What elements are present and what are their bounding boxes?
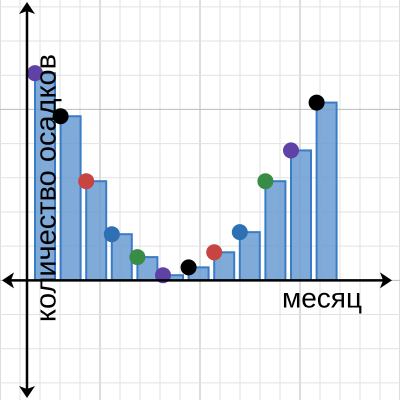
data-point bbox=[206, 244, 223, 261]
arrow bbox=[380, 272, 392, 289]
arrow bbox=[19, 386, 35, 398]
bar bbox=[290, 149, 312, 282]
x-axis-label: месяц bbox=[282, 282, 362, 313]
arrow bbox=[2, 272, 14, 289]
data-point bbox=[27, 65, 43, 82]
y-axis-label: количество осадков bbox=[31, 54, 63, 322]
data-point bbox=[308, 94, 325, 111]
data-point bbox=[257, 173, 274, 190]
data-point bbox=[129, 249, 146, 266]
arrow bbox=[19, 2, 35, 14]
data-point bbox=[283, 142, 299, 159]
data-point bbox=[52, 108, 69, 125]
data-point bbox=[78, 173, 95, 190]
axes bbox=[2, 2, 392, 398]
data-point bbox=[103, 226, 120, 243]
bar bbox=[315, 101, 338, 282]
data-point bbox=[231, 224, 248, 241]
data-point bbox=[180, 259, 197, 276]
marks bbox=[27, 65, 338, 284]
bar bbox=[59, 115, 82, 282]
bar bbox=[85, 180, 108, 282]
bar bbox=[264, 180, 287, 282]
